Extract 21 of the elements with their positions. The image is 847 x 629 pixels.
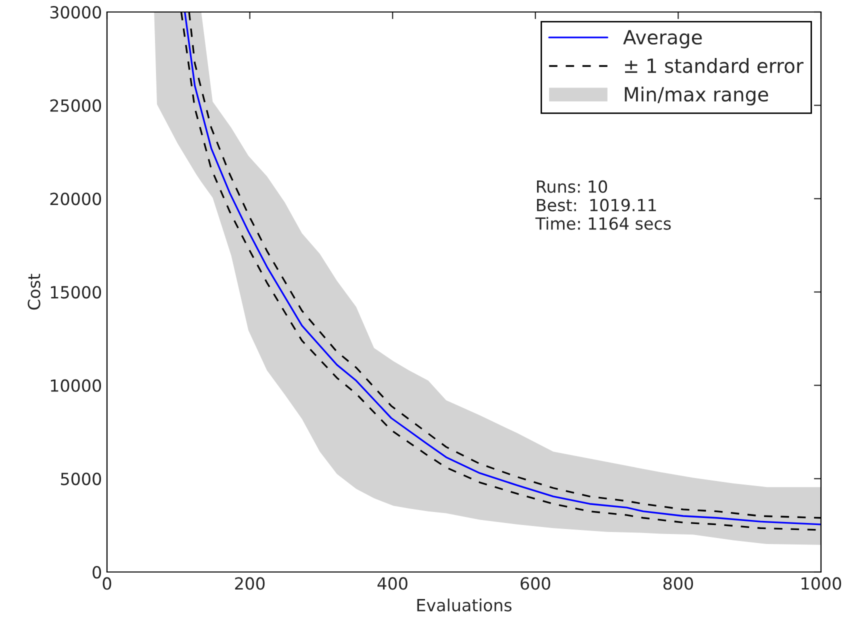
legend-label: Average xyxy=(623,30,702,48)
y-tick-label: 30000 xyxy=(50,6,102,19)
annotation: Time: 1164 secs xyxy=(535,216,671,230)
legend-label: ± 1 standard error xyxy=(625,58,804,74)
legend-label: Min/max range xyxy=(624,86,768,106)
x-tick-label: 1000 xyxy=(802,577,842,590)
y-tick-label: 25000 xyxy=(50,99,102,112)
annotation: Runs: 10 xyxy=(537,180,608,193)
x-tick-label: 0 xyxy=(102,577,112,590)
x-tick-label: 800 xyxy=(663,577,693,590)
y-tick-label: 0 xyxy=(92,566,102,579)
y-tick-label: 5000 xyxy=(61,472,102,486)
x-axis-title: Evaluations xyxy=(417,598,512,612)
y-tick-label: 15000 xyxy=(50,286,102,299)
y-tick-label: 20000 xyxy=(50,192,102,206)
annotation: Best: 1019.11 xyxy=(537,198,656,212)
x-tick-label: 400 xyxy=(378,577,408,590)
y-axis-title: Cost xyxy=(28,274,40,310)
x-tick-label: 600 xyxy=(520,577,550,590)
x-tick-label: 200 xyxy=(235,577,265,590)
y-tick-label: 10000 xyxy=(50,379,102,392)
